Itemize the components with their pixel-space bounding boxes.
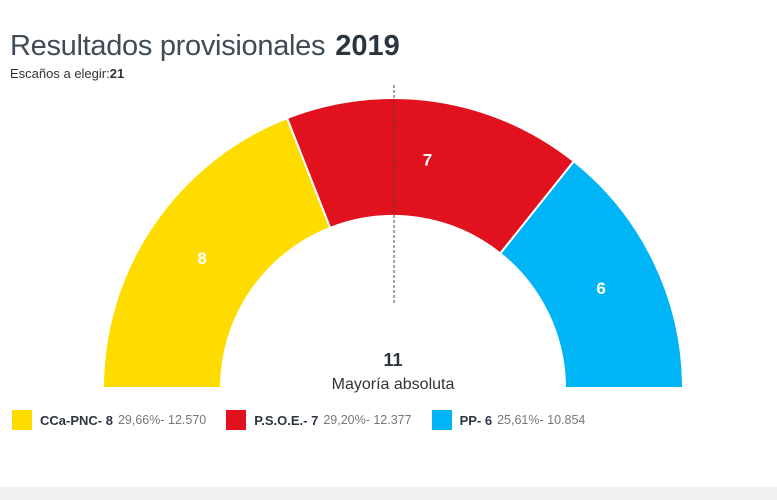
segment-seat-label: 7	[423, 151, 432, 170]
legend-swatch	[12, 410, 32, 430]
seats-to-elect: Escaños a elegir:21	[10, 66, 124, 81]
legend: CCa-PNC- 8 29,66%- 12.570 P.S.O.E.- 7 29…	[12, 410, 605, 430]
segment-seat-label: 8	[197, 249, 206, 268]
chart-title: Resultados provisionales 2019	[10, 30, 400, 63]
legend-label: PP- 6	[459, 412, 493, 428]
legend-label: P.S.O.E.- 7	[254, 412, 319, 428]
majority-value: 11	[383, 350, 402, 370]
segment-pp	[498, 159, 685, 389]
legend-stats: 25,61%- 10.854	[497, 413, 586, 427]
seats-label: Escaños a elegir:	[10, 66, 110, 81]
legend-swatch	[226, 410, 247, 430]
legend-item-pp: PP- 6 25,61%- 10.854	[431, 410, 586, 430]
segment-labels: 8 7 6	[197, 151, 605, 298]
legend-label: CCa-PNC- 8	[40, 412, 113, 428]
seats-total: 21	[109, 66, 125, 81]
title-text: Resultados provisionales	[10, 30, 326, 62]
legend-swatch	[431, 410, 452, 430]
majority-label: Mayoría absoluta	[332, 376, 455, 393]
parliament-chart: 8 7 6 11 Mayoría absoluta	[101, 85, 685, 393]
chart-segments	[101, 97, 685, 389]
legend-item-psoe: P.S.O.E.- 7 29,20%- 12.377	[226, 410, 412, 430]
segment-p-s-o-e	[285, 97, 576, 255]
segment-seat-label: 6	[596, 279, 605, 298]
bottom-bar	[0, 487, 777, 500]
segment-cca-pnc	[101, 116, 332, 389]
legend-item-cca-pnc: CCa-PNC- 8 29,66%- 12.570	[12, 410, 206, 430]
title-year: 2019	[335, 30, 400, 62]
legend-stats: 29,20%- 12.377	[323, 413, 412, 427]
legend-stats: 29,66%- 12.570	[117, 413, 207, 427]
